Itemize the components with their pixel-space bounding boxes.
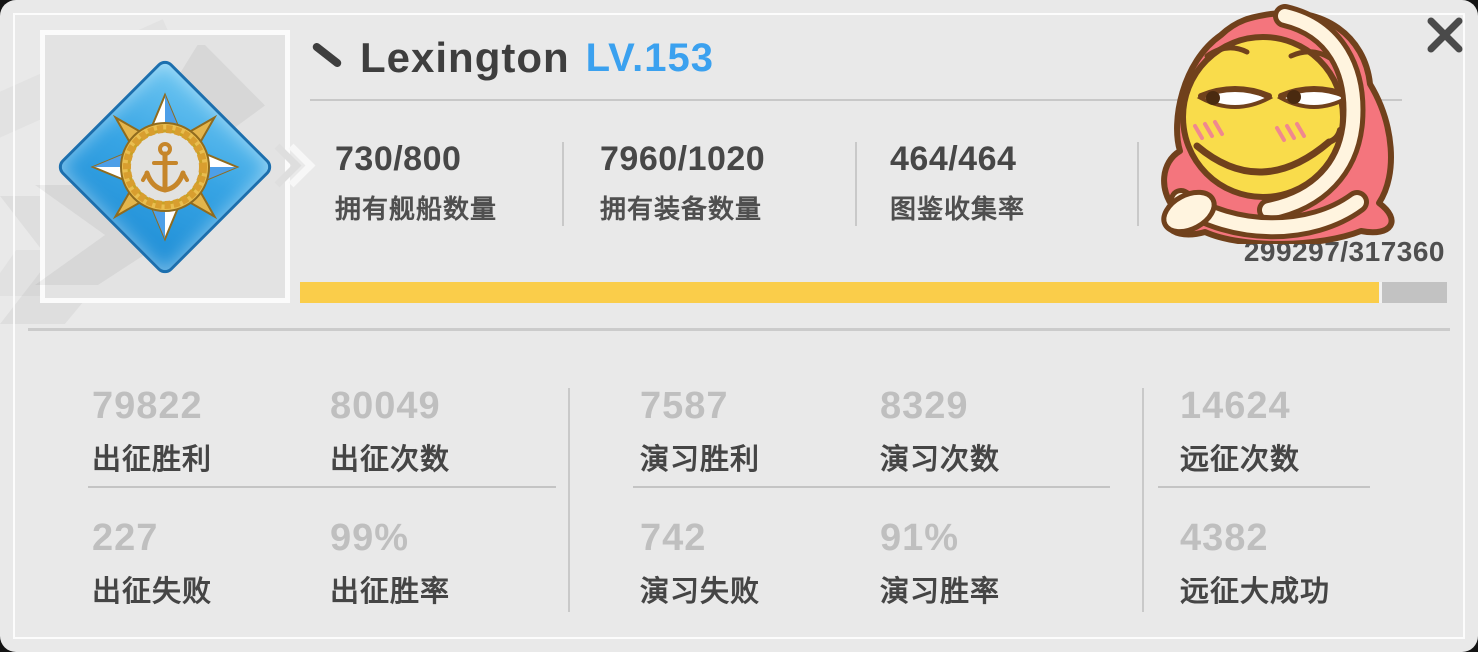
stat-label: 演习次数 — [880, 444, 1001, 476]
section-divider — [28, 328, 1450, 331]
stat-value: 730/800 — [335, 140, 462, 178]
stat-value: 79822 — [92, 385, 203, 427]
player-avatar[interactable] — [35, 30, 290, 303]
stat-label: 出征胜利 — [92, 444, 213, 476]
stat-exercise-losses: 742 演习失败 — [640, 517, 760, 610]
stat-label: 出征胜率 — [330, 576, 451, 608]
stat-value: 80049 — [330, 385, 441, 427]
stat-value: 91% — [880, 517, 960, 559]
player-header: Lexington LV.153 — [310, 34, 714, 82]
divider — [562, 142, 564, 226]
stat-sortie-losses: 227 出征失败 — [92, 517, 212, 610]
stat-exercise-winrate: 91% 演习胜率 — [880, 517, 1000, 610]
stat-equipment-owned: 7960/1020 拥有装备数量 — [600, 140, 765, 226]
stat-value: 7960/1020 — [600, 140, 766, 178]
stat-underline — [88, 486, 556, 488]
stat-value: 464/464 — [890, 140, 1017, 178]
stat-sortie-winrate: 99% 出征胜率 — [330, 517, 450, 610]
exp-bar-fill — [300, 282, 1382, 303]
exp-progress-bar — [300, 282, 1447, 303]
divider — [568, 388, 570, 612]
stat-label: 演习胜率 — [880, 576, 1001, 608]
stat-label: 远征大成功 — [1180, 576, 1331, 608]
header-underline — [310, 99, 1402, 101]
player-name: Lexington — [360, 34, 570, 81]
stat-sortie-wins: 79822 出征胜利 — [92, 385, 212, 478]
stat-label: 远征次数 — [1180, 444, 1301, 476]
stat-label: 出征失败 — [92, 576, 213, 608]
stat-sortie-count: 80049 出征次数 — [330, 385, 450, 478]
player-level: LV.153 — [585, 35, 714, 80]
stat-expedition-count: 14624 远征次数 — [1180, 385, 1300, 478]
stat-exercise-count: 8329 演习次数 — [880, 385, 1000, 478]
stat-index-collection: 464/464 图鉴收集率 — [890, 140, 1025, 226]
stat-ships-owned: 730/800 拥有舰船数量 — [335, 140, 497, 226]
stat-expedition-great-success: 4382 远征大成功 — [1180, 517, 1330, 610]
stat-label: 演习失败 — [640, 576, 761, 608]
stat-underline — [1158, 486, 1370, 488]
stat-label: 拥有舰船数量 — [335, 194, 498, 224]
stat-value: 742 — [640, 517, 707, 559]
stat-value: 227 — [92, 517, 159, 559]
stat-exercise-wins: 7587 演习胜利 — [640, 385, 760, 478]
stat-value: 8329 — [880, 385, 969, 427]
stat-value: 14624 — [1180, 385, 1291, 427]
divider — [855, 142, 857, 226]
close-icon — [1427, 17, 1463, 53]
stat-label: 演习胜利 — [640, 444, 761, 476]
stat-underline — [633, 486, 1110, 488]
stat-label: 拥有装备数量 — [600, 194, 763, 224]
divider — [1137, 142, 1139, 226]
stat-label: 出征次数 — [330, 444, 451, 476]
anchor-medal-icon — [90, 91, 240, 242]
close-button[interactable] — [1418, 8, 1472, 62]
stat-value: 99% — [330, 517, 410, 559]
title-tick-icon — [311, 41, 343, 69]
stat-label: 图鉴收集率 — [890, 194, 1026, 224]
stat-value: 7587 — [640, 385, 729, 427]
smug-blanket-face-sticker — [1161, 4, 1395, 244]
divider — [1142, 388, 1144, 612]
stat-value: 4382 — [1180, 517, 1269, 559]
